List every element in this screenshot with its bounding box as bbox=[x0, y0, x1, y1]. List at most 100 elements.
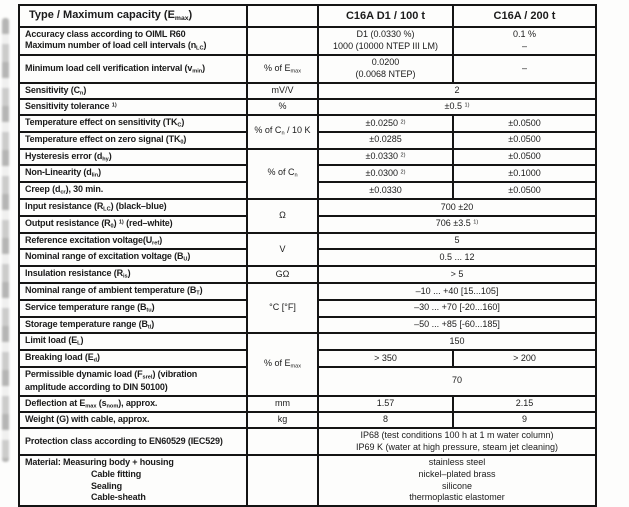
value2-hysteresis: ±0.0500 bbox=[452, 147, 597, 167]
label-material-body: Material: Measuring body + housing bbox=[25, 457, 174, 468]
label-tk-sensitivity: Temperature effect on sensitivity (TKC) bbox=[18, 114, 248, 133]
label-input-resistance: Input resistance (RLC) (black–blue) bbox=[18, 198, 248, 217]
unit-degc-group: °C [°F] bbox=[246, 282, 319, 335]
value-nom-excitation: 0.5 ... 12 bbox=[317, 248, 597, 268]
row-storage-temp: Storage temperature range (Btl) –50 ... … bbox=[18, 315, 597, 335]
label-creep: Creep (dcr), 30 min. bbox=[18, 181, 248, 201]
label-material: Material: Measuring body + housing Cable… bbox=[18, 454, 248, 507]
value1-creep: ±0.0330 bbox=[317, 181, 454, 201]
row-material: Material: Measuring body + housing Cable… bbox=[18, 454, 597, 507]
unit-volt-group: V bbox=[246, 231, 319, 268]
label-accuracy-block: Accuracy class according to OIML R60 Max… bbox=[18, 25, 248, 57]
row-tk-zero: Temperature effect on zero signal (TK0) … bbox=[18, 130, 597, 150]
value1-min-verification-line2: (0.0068 NTEP) bbox=[355, 68, 416, 79]
value1-tk-zero: ±0.0285 bbox=[317, 130, 454, 150]
row-dynamic-load: Permissible dynamic load (Fsrel) (vibrat… bbox=[18, 366, 597, 397]
label-sensitivity-tolerance: Sensitivity tolerance 1) bbox=[18, 98, 248, 117]
value-dynamic-load: 70 bbox=[317, 366, 597, 397]
value-service-temp: –30 ... +70 [-20...160] bbox=[317, 298, 597, 318]
label-insulation: Insulation resistance (Ris) bbox=[18, 265, 248, 285]
row-limit-load: Limit load (EL) % of Emax 150 bbox=[18, 332, 597, 397]
row-sensitivity: Sensitivity (Cn) mV/V 2 bbox=[18, 81, 597, 101]
row-ref-excitation: Reference excitation voltage(Uref) V 5 bbox=[18, 231, 597, 268]
scanned-datasheet-page: { "page": { "background": "#fdfdfc", "in… bbox=[2, 4, 597, 507]
value-material: stainless steel nickel–plated brass sili… bbox=[317, 454, 597, 507]
row-output-resistance: Output resistance (R0) 1) (red–white) 70… bbox=[18, 214, 597, 234]
value2-tk-sensitivity: ±0.0500 bbox=[452, 114, 597, 133]
header-product-c16a-200t: C16A / 200 t bbox=[452, 4, 597, 28]
unit-emax-group: % of Emax bbox=[246, 332, 319, 397]
header-type-capacity: Type / Maximum capacity (Emax) bbox=[18, 4, 248, 28]
value2-nonlinearity: ±0.1000 bbox=[452, 164, 597, 184]
unit-sensitivity-tolerance: % bbox=[246, 98, 319, 117]
value1-max-intervals: 1000 (10000 NTEP III LM) bbox=[333, 40, 438, 51]
label-breaking-load: Breaking load (Ed) bbox=[18, 349, 248, 369]
unit-deflection: mm bbox=[246, 394, 319, 414]
row-nom-excitation: Nominal range of excitation voltage (BU)… bbox=[18, 248, 597, 268]
label-material-cable-sheath: Cable-sheath bbox=[91, 492, 146, 503]
label-dynamic-load-line1: Permissible dynamic load (Fsrel) (vibrat… bbox=[25, 369, 198, 381]
value-material-body: stainless steel bbox=[428, 457, 486, 468]
value-protection-line1: IP68 (test conditions 100 h at 1 m water… bbox=[360, 430, 554, 441]
value-storage-temp: –50 ... +85 [-60...185] bbox=[317, 315, 597, 335]
value-protection: IP68 (test conditions 100 h at 1 m water… bbox=[317, 427, 597, 457]
row-breaking-load: Breaking load (Ed) > 350 > 200 bbox=[18, 349, 597, 369]
value-ambient-temp: –10 ... +40 [15...105] bbox=[317, 282, 597, 301]
table-header-row: Type / Maximum capacity (Emax) C16A D1 /… bbox=[18, 4, 597, 28]
value-sensitivity: 2 bbox=[317, 81, 597, 101]
unit-protection bbox=[246, 427, 319, 457]
unit-sensitivity: mV/V bbox=[246, 81, 319, 101]
value1-hysteresis: ±0.0330 2) bbox=[317, 147, 454, 167]
value-ref-excitation: 5 bbox=[317, 231, 597, 251]
label-ref-excitation: Reference excitation voltage(Uref) bbox=[18, 231, 248, 251]
value-output-resistance: 706 ±3.5 1) bbox=[317, 214, 597, 234]
value1-min-verification: 0.0200 (0.0068 NTEP) bbox=[317, 54, 454, 84]
value1-weight: 8 bbox=[317, 411, 454, 429]
label-limit-load: Limit load (EL) bbox=[18, 332, 248, 352]
row-input-resistance: Input resistance (RLC) (black–blue) Ω 70… bbox=[18, 198, 597, 234]
value1-min-verification-line1: 0.0200 bbox=[371, 57, 400, 68]
unit-weight: kg bbox=[246, 411, 319, 429]
label-dynamic-load: Permissible dynamic load (Fsrel) (vibrat… bbox=[18, 366, 248, 397]
unit-material bbox=[246, 454, 319, 507]
value1-deflection: 1.57 bbox=[317, 394, 454, 414]
row-deflection: Deflection at Emax (snom), approx. mm 1.… bbox=[18, 394, 597, 414]
value2-min-verification: – bbox=[452, 54, 597, 84]
row-accuracy-block: Accuracy class according to OIML R60 Max… bbox=[18, 25, 597, 57]
label-nonlinearity: Non-Linearity (dlin) bbox=[18, 164, 248, 184]
header-product-c16a-d1-100t: C16A D1 / 100 t bbox=[317, 4, 454, 28]
row-min-verification: Minimum load cell verification interval … bbox=[18, 54, 597, 84]
header-unit-spacer bbox=[246, 4, 319, 28]
label-hysteresis: Hysteresis error (dhy) bbox=[18, 147, 248, 167]
value2-accuracy-block: 0.1 % – bbox=[452, 25, 597, 57]
label-material-cable-fitting: Cable fitting bbox=[91, 469, 142, 480]
label-ambient-temp: Nominal range of ambient temperature (BT… bbox=[18, 282, 248, 301]
value2-breaking-load: > 200 bbox=[452, 349, 597, 369]
label-storage-temp: Storage temperature range (Btl) bbox=[18, 315, 248, 335]
value-input-resistance: 700 ±20 bbox=[317, 198, 597, 217]
value1-accuracy-class: D1 (0.0330 %) bbox=[356, 29, 415, 40]
value2-max-intervals: – bbox=[521, 40, 527, 51]
value-material-sealing: silicone bbox=[441, 480, 472, 491]
value1-nonlinearity: ±0.0300 2) bbox=[317, 164, 454, 184]
scan-edge-artifact bbox=[2, 18, 9, 462]
value1-breaking-load: > 350 bbox=[317, 349, 454, 369]
label-service-temp: Service temperature range (Btu) bbox=[18, 298, 248, 318]
value-sensitivity-tolerance: ±0.5 1) bbox=[317, 98, 597, 117]
label-tk-zero: Temperature effect on zero signal (TK0) bbox=[18, 130, 248, 150]
unit-cn-group: % of Cn bbox=[246, 147, 319, 201]
label-min-verification: Minimum load cell verification interval … bbox=[18, 54, 248, 84]
label-output-resistance: Output resistance (R0) 1) (red–white) bbox=[18, 214, 248, 234]
row-service-temp: Service temperature range (Btu) –30 ... … bbox=[18, 298, 597, 318]
value1-accuracy-block: D1 (0.0330 %) 1000 (10000 NTEP III LM) bbox=[317, 25, 454, 57]
value2-tk-zero: ±0.0500 bbox=[452, 130, 597, 150]
value-limit-load: 150 bbox=[317, 332, 597, 352]
label-weight: Weight (G) with cable, approx. bbox=[18, 411, 248, 429]
label-max-intervals: Maximum number of load cell intervals (n… bbox=[25, 40, 207, 52]
unit-insulation: GΩ bbox=[246, 265, 319, 285]
row-nonlinearity: Non-Linearity (dlin) ±0.0300 2) ±0.1000 bbox=[18, 164, 597, 184]
row-weight: Weight (G) with cable, approx. kg 8 9 bbox=[18, 411, 597, 429]
row-hysteresis: Hysteresis error (dhy) % of Cn ±0.0330 2… bbox=[18, 147, 597, 201]
label-accuracy-class: Accuracy class according to OIML R60 bbox=[25, 28, 186, 39]
label-protection: Protection class according to EN60529 (I… bbox=[18, 427, 248, 457]
